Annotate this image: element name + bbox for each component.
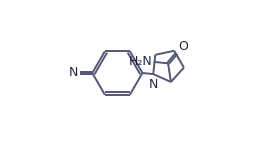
- Text: N: N: [69, 66, 78, 80]
- Text: O: O: [178, 40, 188, 53]
- Text: N: N: [149, 78, 158, 91]
- Text: H₂N: H₂N: [129, 55, 153, 68]
